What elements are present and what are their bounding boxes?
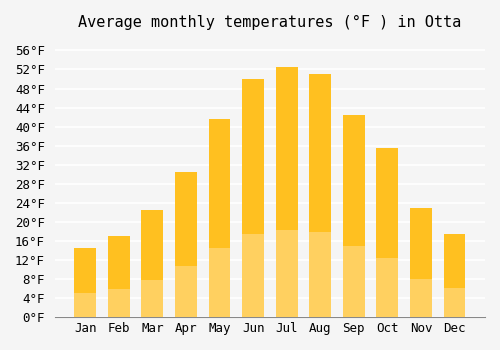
Title: Average monthly temperatures (°F ) in Otta: Average monthly temperatures (°F ) in Ot…: [78, 15, 462, 30]
Bar: [444, 234, 466, 317]
Bar: [343, 246, 364, 317]
Bar: [108, 236, 130, 317]
Bar: [376, 148, 398, 317]
Bar: [142, 280, 164, 317]
Bar: [208, 248, 231, 317]
Bar: [74, 293, 96, 317]
Bar: [208, 119, 231, 317]
Bar: [108, 289, 130, 317]
Bar: [175, 172, 197, 317]
Bar: [376, 258, 398, 317]
Bar: [242, 234, 264, 317]
Bar: [343, 115, 364, 317]
Bar: [242, 79, 264, 317]
Bar: [444, 288, 466, 317]
Bar: [410, 208, 432, 317]
Bar: [276, 67, 297, 317]
Bar: [142, 210, 164, 317]
Bar: [74, 248, 96, 317]
Bar: [310, 232, 331, 317]
Bar: [310, 74, 331, 317]
Bar: [410, 279, 432, 317]
Bar: [276, 230, 297, 317]
Bar: [175, 266, 197, 317]
